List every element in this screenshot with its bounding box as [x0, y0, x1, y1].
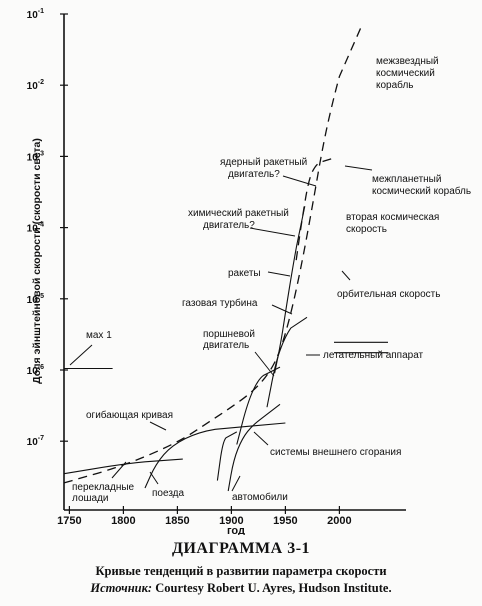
- label-interplanetary-line1: межпланетный: [372, 174, 441, 185]
- label-rockets: ракеты: [228, 268, 261, 279]
- caption-source-label: Источник:: [90, 581, 153, 595]
- label-gas-turbine: газовая турбина: [182, 297, 258, 309]
- label-piston-line2: двигатель: [203, 340, 249, 351]
- label-interstellar-line3: корабль: [376, 79, 414, 91]
- label-nuc-line2: двигатель?: [228, 169, 280, 180]
- series-line-системы-внешнего-сгорания: [216, 431, 238, 481]
- series-line-межпланетный-космический-корабль: [295, 157, 335, 261]
- series-line-поршневой-двигатель: [236, 366, 281, 445]
- y-tick-label: 10-1: [27, 8, 44, 21]
- x-tick-label: 1850: [165, 515, 189, 527]
- arrow-rockets: [267, 271, 291, 277]
- label-piston-line1: поршневой: [203, 329, 255, 340]
- label-envelope: огибающая кривая: [86, 409, 173, 421]
- arrow-interplanetary: [344, 165, 373, 171]
- arrow-cars: [231, 475, 241, 492]
- series-line-поезда: [144, 422, 286, 489]
- label-ext-comb: системы внешнего сгорания: [270, 447, 401, 458]
- caption-subtitle: Кривые тенденций в развитии параметра ск…: [95, 564, 387, 578]
- arrow-orbital: [341, 270, 351, 281]
- y-axis-title: Доля эйнштейновой скорости (скорости све…: [31, 138, 43, 384]
- label-horses-line1: перекладные: [72, 482, 135, 493]
- label-nuc-line1: ядерный ракетный: [220, 157, 307, 168]
- x-tick-label: 1950: [273, 515, 297, 527]
- x-tick-label: 2000: [327, 515, 351, 527]
- figure-caption: ДИАГРАММА 3-1 Кривые тенденций в развити…: [0, 540, 482, 596]
- caption-title: ДИАГРАММА 3-1: [171, 540, 311, 557]
- label-interstellar-line1: межзвездный: [376, 56, 439, 67]
- x-ticks: 1750 1800 1850 1900 1950 2000: [57, 506, 352, 527]
- x-tick-label: 1750: [57, 515, 81, 527]
- y-tick-label: 10-6: [27, 364, 44, 377]
- label-escape-line1: вторая космическая: [346, 212, 439, 223]
- y-tick-label: 10-3: [27, 150, 44, 163]
- y-tick-label: 10-2: [27, 79, 44, 92]
- y-tick-label: 10-5: [27, 293, 44, 306]
- label-aircraft: летательный аппарат: [323, 350, 424, 361]
- y-tick-label: 10-4: [27, 222, 44, 235]
- x-tick-label: 1800: [111, 515, 135, 527]
- caption-source-text: Courtesy Robert U. Ayres, Hudson Institu…: [152, 581, 392, 595]
- arrow-mach: [69, 344, 93, 366]
- label-interplanetary-line2: космический корабль: [372, 185, 471, 197]
- label-trains: поезда: [152, 488, 185, 499]
- x-axis-title: год: [227, 525, 245, 535]
- annotations: мах 1 огибающая кривая перекладные лошад…: [72, 56, 471, 504]
- annotation-arrows: [69, 165, 373, 492]
- caption-source: Источник: Courtesy Robert U. Ayres, Huds…: [0, 581, 482, 596]
- series-line-ракеты: [274, 206, 306, 374]
- series-line-автомобили: [227, 403, 281, 492]
- trend-chart: 10-1 10-2 10-3 10-4 10-5 10-6 10-7 1750 1800 185…: [27, 8, 471, 535]
- label-interstellar-line2: космический: [376, 68, 435, 79]
- label-horses-line2: лошади: [72, 493, 109, 504]
- x-tick-label: 1900: [219, 515, 243, 527]
- arrow-piston: [254, 351, 275, 377]
- series-line-перекладные-лошади: [63, 458, 183, 475]
- y-tick-label: 10-7: [27, 435, 44, 448]
- arrow-gas-turbine: [271, 304, 293, 315]
- series-layer: [63, 27, 388, 492]
- label-chem-line2: двигатель?: [203, 220, 255, 231]
- axes: [63, 14, 406, 511]
- arrow-trains: [149, 471, 159, 485]
- arrow-chem: [249, 227, 296, 237]
- arrow-nuc: [282, 175, 317, 187]
- label-escape-line2: скорость: [346, 224, 387, 235]
- label-chem-line1: химический ракетный: [188, 208, 289, 219]
- series-line-газовая-турбина: [266, 316, 308, 408]
- label-cars: автомобили: [232, 491, 288, 503]
- arrow-ext-comb: [253, 431, 269, 446]
- label-mach: мах 1: [86, 330, 112, 341]
- label-orbital: орбительная скорость: [337, 288, 440, 300]
- arrow-envelope: [149, 421, 167, 431]
- arrow-horses: [111, 461, 127, 479]
- y-ticks: 10-1 10-2 10-3 10-4 10-5 10-6 10-7: [27, 8, 68, 448]
- series-line-огибающая-кривая: [63, 27, 362, 484]
